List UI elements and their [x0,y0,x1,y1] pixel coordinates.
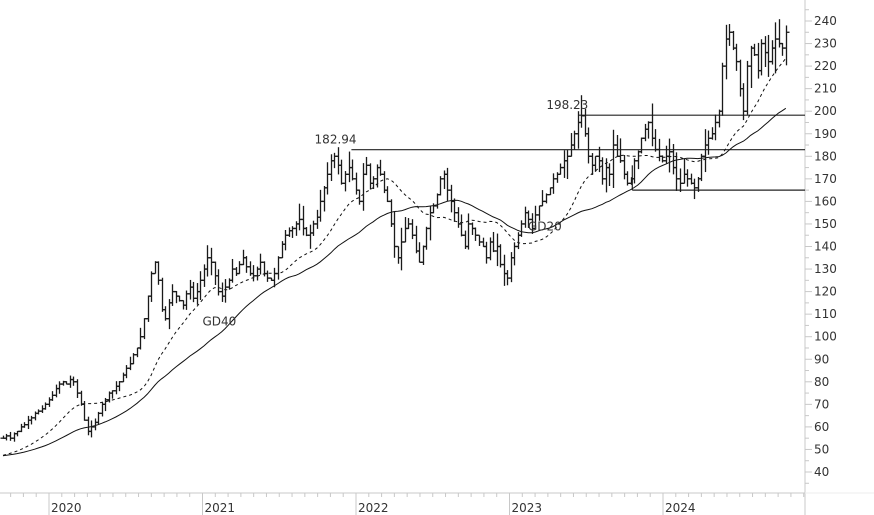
y-tick-label: 180 [814,149,837,163]
gd20-label: GD20 [528,220,562,234]
y-tick-label: 220 [814,59,837,73]
x-tick-label: 2023 [512,501,543,515]
y-tick-label: 140 [814,240,837,254]
price-level-label: 182.94 [315,133,357,147]
y-tick-label: 130 [814,262,837,276]
y-tick-label: 80 [814,375,829,389]
y-axis: 40 50 60 70 80 90 100 110 120 130 140 150 160 170 180 1… [804,0,837,515]
x-tick-label: 2024 [665,501,696,515]
y-tick-label: 40 [814,465,829,479]
x-axis: 2020 2021 2022 2023 2024 [0,492,874,515]
gd40-line [2,107,787,457]
y-tick-label: 160 [814,194,837,208]
y-tick-label: 210 [814,82,837,96]
y-tick-label: 170 [814,172,837,186]
y-tick-label: 190 [814,127,837,141]
y-tick-label: 100 [814,330,837,344]
y-tick-label: 200 [814,104,837,118]
ohlc-bars [0,19,790,442]
price-level-label: 198.23 [546,98,588,112]
y-tick-label: 70 [814,397,829,411]
gd40-label: GD40 [203,314,237,328]
y-tick-label: 110 [814,307,837,321]
y-tick-label: 120 [814,285,837,299]
y-tick-label: 50 [814,442,829,456]
y-tick-label: 230 [814,37,837,51]
moving-averages [2,57,787,457]
y-tick-label: 240 [814,14,837,28]
x-tick-label: 2020 [51,501,82,515]
y-tick-label: 90 [814,352,829,366]
y-tick-label: 150 [814,217,837,231]
x-tick-label: 2021 [205,501,236,515]
annotations: GD20 GD40 182.94 198.23 [203,98,589,328]
x-tick-label: 2022 [358,501,389,515]
y-tick-label: 60 [814,420,829,434]
